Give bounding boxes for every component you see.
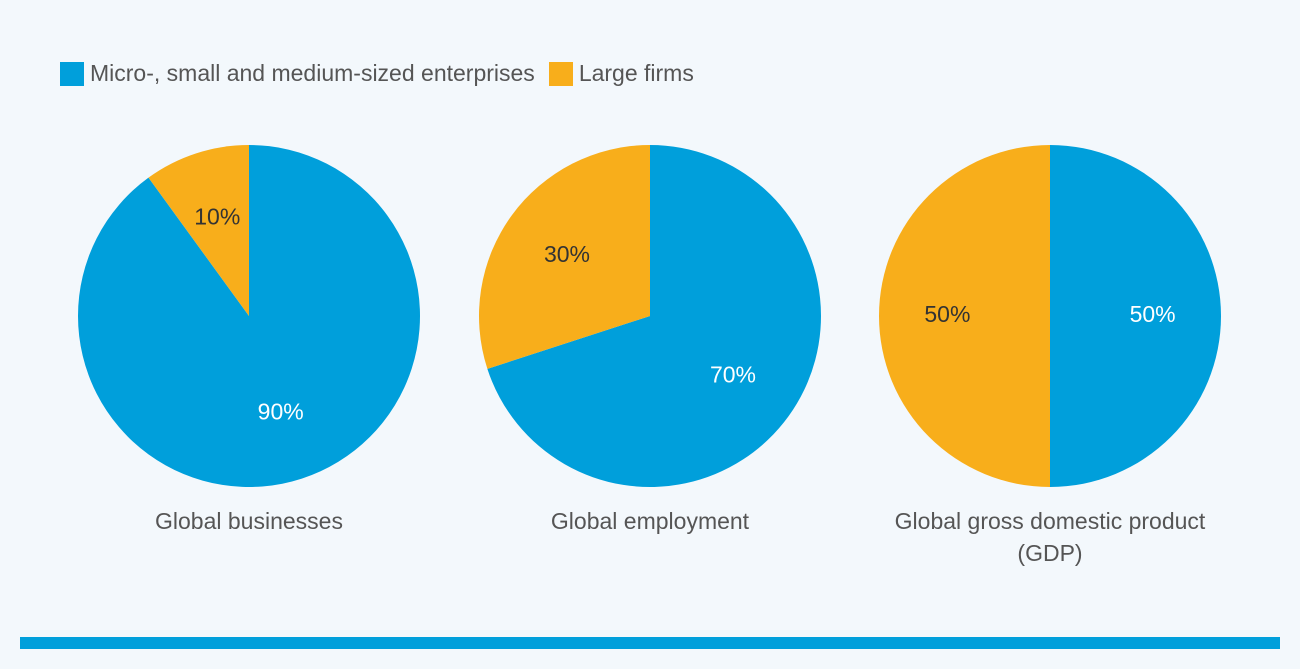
legend-item: Large firms (548, 60, 694, 87)
value-label: 30% (544, 241, 590, 267)
chart-title: Global gross domestic product (GDP) (894, 508, 1206, 566)
value-label: 10% (194, 203, 240, 229)
pie-slice (148, 145, 249, 316)
bottom-bar (20, 637, 1280, 649)
legend: Micro-, small and medium-sized enterpris… (60, 60, 708, 87)
legend-label: Large firms (578, 60, 694, 86)
legend-label: Micro-, small and medium-sized enterpris… (90, 60, 535, 86)
legend-swatch (60, 61, 84, 86)
value-label: 70% (710, 361, 756, 387)
legend-swatch (548, 61, 573, 86)
chart-title: Global employment (550, 508, 750, 534)
pie-slice (78, 145, 420, 488)
pie-slice (487, 145, 821, 487)
pie-slice (478, 145, 650, 369)
chart-title: Global businesses (155, 508, 343, 534)
value-label: 90% (258, 399, 304, 425)
pie-slice (879, 145, 1050, 487)
value-label: 50% (924, 301, 970, 327)
value-label: 50% (1130, 301, 1176, 327)
pie-slice (1050, 145, 1221, 487)
legend-item: Micro-, small and medium-sized enterpris… (60, 60, 535, 87)
